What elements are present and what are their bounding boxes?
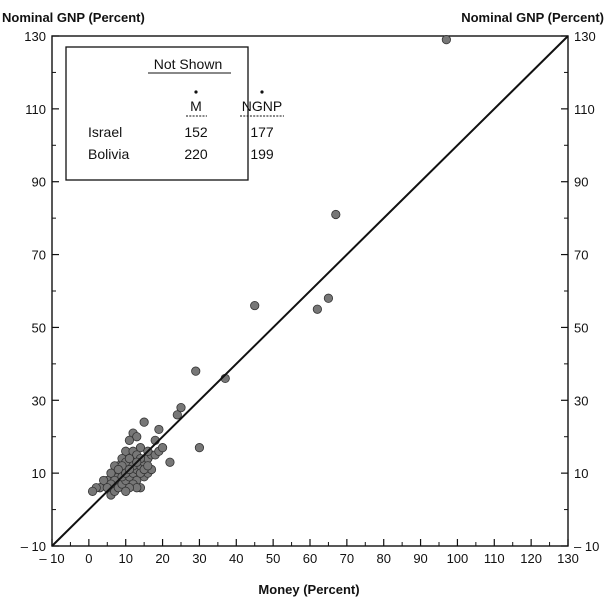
x-tick-label: – 10 xyxy=(39,551,64,566)
x-tick-label: 0 xyxy=(85,551,92,566)
inset-row-israel-ngnp: 177 xyxy=(250,124,274,140)
data-point xyxy=(154,424,164,435)
x-tick-label: 110 xyxy=(484,551,505,566)
inset-table: Not Shown M NGNP Israel 152 177 Bolivia … xyxy=(65,46,284,181)
y-tick-label-right: 110 xyxy=(574,102,595,117)
y-tick-label-left: 10 xyxy=(32,466,46,481)
x-ticks: – 10 0 10 20 30 40 50 60 70 80 90 100 110 120 130 xyxy=(39,539,579,566)
data-point xyxy=(124,435,134,445)
inset-row-bolivia-label: Bolivia xyxy=(88,146,129,162)
data-point xyxy=(312,304,322,314)
data-point xyxy=(250,300,260,311)
data-point xyxy=(441,35,451,45)
data-point xyxy=(132,432,142,442)
x-tick-label: 100 xyxy=(447,551,469,566)
m-dot-accent xyxy=(194,90,198,94)
y-tick-label-right: 90 xyxy=(574,175,588,190)
inset-row-bolivia-m: 220 xyxy=(184,146,208,162)
x-axis-title: Money (Percent) xyxy=(258,582,359,597)
y-tick-label-left: 70 xyxy=(32,248,46,263)
y-tick-label-left: 110 xyxy=(25,102,46,117)
y-axis-title-left: Nominal GNP (Percent) xyxy=(2,10,145,25)
data-point xyxy=(113,464,123,475)
data-point xyxy=(124,453,134,464)
y-tick-label-right: 130 xyxy=(574,29,596,44)
data-point xyxy=(331,209,341,220)
inset-col-ngnp: NGNP xyxy=(242,98,282,114)
data-point xyxy=(165,457,175,467)
data-point xyxy=(139,417,149,427)
y-tick-label-right: – 10 xyxy=(574,539,599,554)
x-tick-label: 10 xyxy=(118,551,132,566)
data-point xyxy=(106,468,116,478)
y-tick-label-left: 50 xyxy=(32,320,46,335)
data-point xyxy=(121,486,131,496)
inset-row-bolivia-ngnp: 199 xyxy=(250,146,274,162)
y-tick-label-right: 10 xyxy=(574,466,588,481)
x-tick-label: 40 xyxy=(229,551,243,566)
y-tick-label-left: 30 xyxy=(32,393,46,408)
y-tick-label-left: 130 xyxy=(24,29,46,44)
data-point xyxy=(194,443,205,453)
data-point xyxy=(135,443,146,453)
inset-col-m: M xyxy=(190,98,202,114)
x-tick-label: 60 xyxy=(303,551,317,566)
data-point xyxy=(157,443,168,453)
data-point xyxy=(191,366,201,376)
y-tick-label-right: 70 xyxy=(574,248,588,263)
x-tick-label: 30 xyxy=(192,551,206,566)
y-axis-title-right: Nominal GNP (Percent) xyxy=(461,10,604,25)
y-ticks: – 10 – 10 10 10 30 30 50 50 70 70 90 90 110 110 130 130 xyxy=(21,29,600,554)
x-tick-label: 90 xyxy=(413,551,427,566)
data-point xyxy=(323,293,334,303)
x-tick-label: 70 xyxy=(340,551,354,566)
data-point xyxy=(176,402,186,413)
data-point xyxy=(87,486,98,496)
x-tick-label: 80 xyxy=(376,551,390,566)
data-points xyxy=(87,35,451,500)
data-point xyxy=(99,475,109,486)
x-tick-label: 120 xyxy=(520,551,542,566)
data-point xyxy=(143,461,153,471)
inset-row-israel-label: Israel xyxy=(88,124,122,140)
inset-row-israel-m: 152 xyxy=(184,124,208,140)
ngnp-dot-accent xyxy=(260,90,264,94)
reference-45-degree-line xyxy=(51,35,569,547)
y-tick-label-right: 30 xyxy=(574,393,588,408)
y-tick-label-left: – 10 xyxy=(21,539,46,554)
inset-table-frame xyxy=(65,46,249,181)
x-tick-label: 50 xyxy=(266,551,280,566)
data-point xyxy=(172,410,182,420)
y-tick-label-right: 50 xyxy=(574,320,588,335)
inset-table-title: Not Shown xyxy=(154,56,222,72)
x-tick-label: 20 xyxy=(155,551,169,566)
x-tick-label: 130 xyxy=(557,551,579,566)
y-tick-label-left: 90 xyxy=(32,175,46,190)
